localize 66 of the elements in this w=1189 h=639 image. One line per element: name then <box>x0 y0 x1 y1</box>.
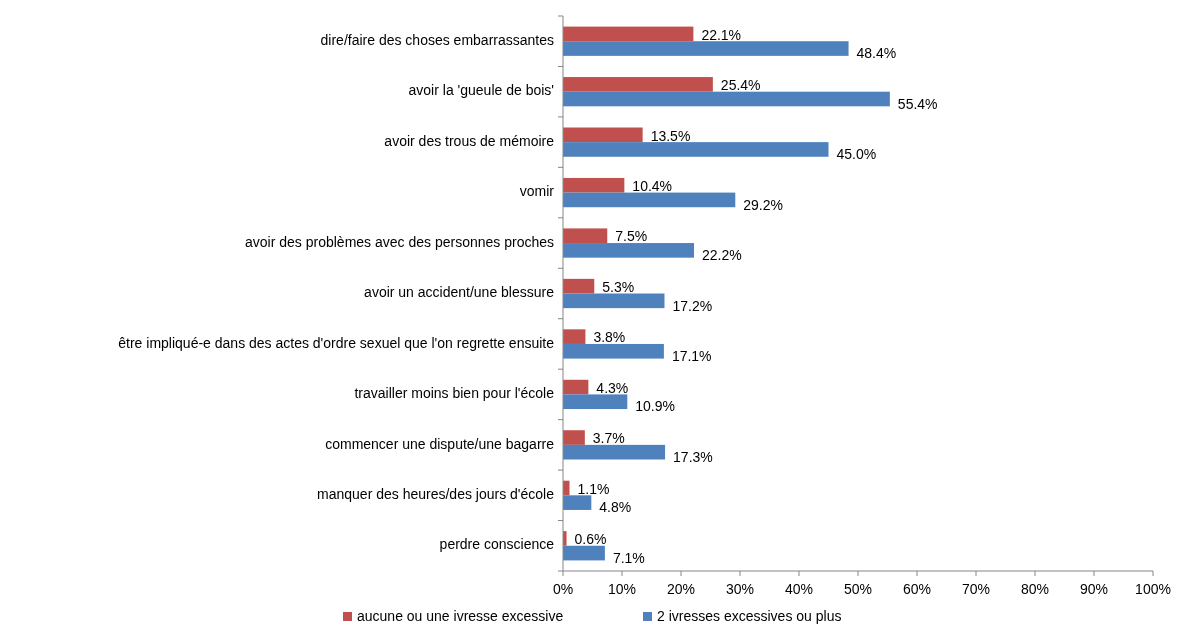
bar <box>563 243 694 258</box>
bar <box>563 41 849 56</box>
bar <box>563 379 589 395</box>
y-tick-label: avoir un accident/une blessure <box>364 284 555 301</box>
bar <box>563 228 608 244</box>
data-label: 22.1% <box>701 26 742 43</box>
bar <box>563 545 605 561</box>
data-label: 7.1% <box>612 549 645 566</box>
data-label: 5.3% <box>602 278 635 295</box>
y-tick-label: dire/faire des choses embarrassantes <box>320 31 554 48</box>
x-tick-label: 80% <box>1020 581 1050 597</box>
x-tick-label: 10% <box>607 581 637 597</box>
data-label: 4.3% <box>596 379 629 396</box>
y-tick-label: travailler moins bien pour l'école <box>354 385 555 402</box>
data-label: 1.1% <box>577 480 610 497</box>
data-label: 4.8% <box>599 499 632 516</box>
y-tick-label: vomir <box>519 183 555 200</box>
y-tick-label: perdre conscience <box>439 536 555 553</box>
x-tick-label: 30% <box>725 581 755 597</box>
data-label: 29.2% <box>743 196 783 213</box>
data-label: 0.6% <box>574 531 607 548</box>
x-tick-label: 90% <box>1079 581 1109 597</box>
data-label: 25.4% <box>720 77 761 94</box>
x-tick-label: 60% <box>902 581 932 597</box>
data-label: 22.2% <box>701 247 742 264</box>
data-label: 10.4% <box>632 177 673 194</box>
bar <box>563 127 643 143</box>
legend-label: 2 ivresses excessives ou plus <box>657 607 842 624</box>
bar <box>563 293 665 309</box>
bar <box>563 394 628 410</box>
y-tick-label: être impliqué-e dans des actes d'ordre sexuel que l'on regrette ensuite <box>118 334 555 351</box>
x-tick-label: 50% <box>843 581 873 597</box>
legend-label: aucune ou une ivresse excessive <box>357 607 564 624</box>
data-label: 55.4% <box>897 95 938 112</box>
x-tick-label: 70% <box>961 581 991 597</box>
data-label: 17.1% <box>671 347 712 364</box>
x-tick-label: 100% <box>1135 581 1171 597</box>
bar <box>563 430 585 445</box>
x-tick-label: 40% <box>784 581 814 597</box>
data-label: 7.5% <box>615 228 648 245</box>
data-label: 3.7% <box>592 430 625 447</box>
bar <box>563 495 592 510</box>
data-label: 48.4% <box>856 45 897 62</box>
y-tick-label: commencer une dispute/une bagarre <box>325 435 555 452</box>
y-tick-label: avoir des trous de mémoire <box>384 132 555 149</box>
bar <box>563 177 625 193</box>
bar <box>563 192 736 208</box>
data-label: 17.2% <box>672 297 713 314</box>
y-tick-label: avoir la 'gueule de bois' <box>408 82 554 99</box>
data-label: 45.0% <box>836 146 877 163</box>
y-tick-label: manquer des heures/des jours d'école <box>317 486 555 503</box>
bar <box>563 329 586 344</box>
data-label: 17.3% <box>673 448 713 465</box>
y-tick-label: avoir des problèmes avec des personnes proches <box>245 233 554 250</box>
x-tick-label: 20% <box>666 581 696 597</box>
bar <box>563 142 829 157</box>
data-label: 10.9% <box>635 398 676 415</box>
data-label: 13.5% <box>650 127 691 144</box>
bar <box>563 77 713 92</box>
bar <box>563 343 664 359</box>
bar <box>563 91 890 107</box>
data-label: 3.8% <box>593 329 626 346</box>
bar <box>563 278 595 294</box>
x-tick-label: 0% <box>552 581 574 597</box>
bar <box>563 444 666 460</box>
bar <box>563 26 694 42</box>
